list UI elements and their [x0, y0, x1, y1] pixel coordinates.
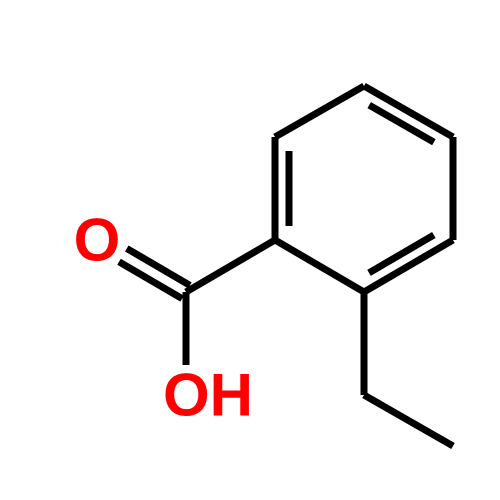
atom-labels-layer: O OH — [74, 207, 253, 429]
molecule-diagram: O OH — [0, 0, 500, 500]
atom-label-o: O — [74, 207, 121, 274]
atom-label-oh: OH — [163, 362, 253, 429]
